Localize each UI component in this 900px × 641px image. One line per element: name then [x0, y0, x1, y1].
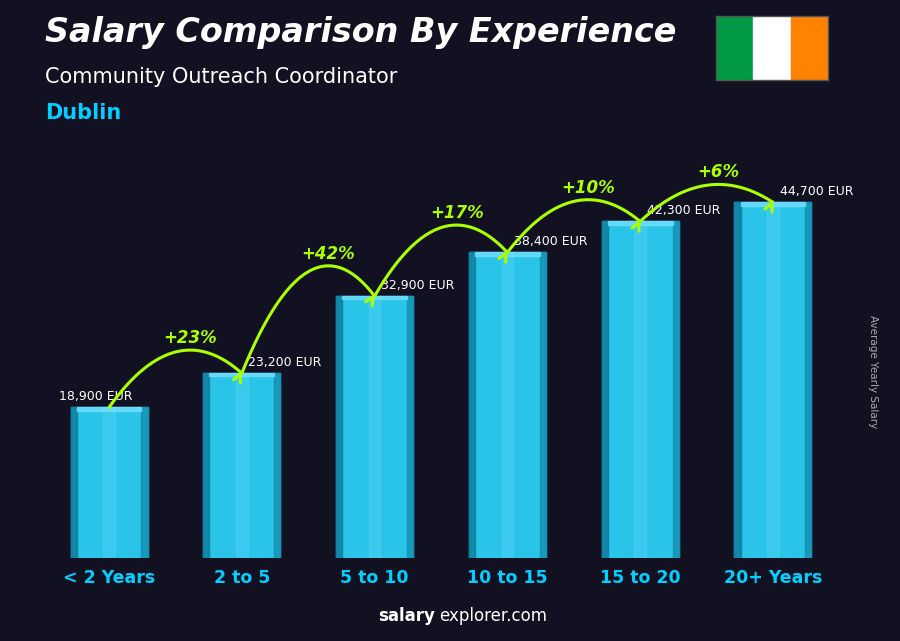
Bar: [806, 203, 812, 558]
Text: 23,200 EUR: 23,200 EUR: [248, 356, 322, 369]
Bar: [734, 203, 741, 558]
Bar: [336, 296, 413, 558]
Bar: [141, 408, 148, 558]
Text: 38,400 EUR: 38,400 EUR: [514, 235, 588, 249]
Text: +23%: +23%: [164, 329, 217, 347]
Bar: [76, 408, 141, 411]
Bar: [716, 16, 753, 80]
Bar: [602, 221, 679, 558]
Bar: [469, 253, 475, 558]
Bar: [475, 253, 540, 256]
Bar: [672, 221, 679, 558]
Text: +6%: +6%: [698, 163, 739, 181]
Text: 32,900 EUR: 32,900 EUR: [382, 279, 454, 292]
Bar: [70, 408, 148, 558]
Bar: [369, 296, 381, 558]
Bar: [469, 253, 546, 558]
Bar: [753, 16, 790, 80]
Bar: [274, 373, 280, 558]
Text: 18,900 EUR: 18,900 EUR: [58, 390, 132, 403]
Text: salary: salary: [378, 607, 435, 625]
Text: Community Outreach Coordinator: Community Outreach Coordinator: [45, 67, 398, 87]
Text: 44,700 EUR: 44,700 EUR: [779, 185, 853, 199]
Text: explorer.com: explorer.com: [439, 607, 547, 625]
Bar: [203, 373, 210, 558]
Bar: [608, 221, 672, 224]
Bar: [407, 296, 413, 558]
Bar: [203, 373, 280, 558]
Bar: [602, 221, 608, 558]
Text: Salary Comparison By Experience: Salary Comparison By Experience: [45, 16, 677, 49]
Bar: [342, 296, 407, 299]
Bar: [790, 16, 828, 80]
Text: +17%: +17%: [430, 204, 483, 222]
Bar: [741, 203, 806, 206]
Bar: [734, 203, 812, 558]
Bar: [210, 373, 274, 376]
Text: +10%: +10%: [562, 178, 615, 197]
Bar: [336, 296, 342, 558]
Text: 42,300 EUR: 42,300 EUR: [647, 204, 720, 217]
Bar: [104, 408, 115, 558]
Text: Dublin: Dublin: [45, 103, 122, 122]
Text: +42%: +42%: [302, 245, 356, 263]
Bar: [767, 203, 778, 558]
Bar: [501, 253, 513, 558]
Bar: [540, 253, 546, 558]
Bar: [634, 221, 646, 558]
Text: Average Yearly Salary: Average Yearly Salary: [868, 315, 878, 428]
Bar: [236, 373, 248, 558]
Bar: [70, 408, 77, 558]
